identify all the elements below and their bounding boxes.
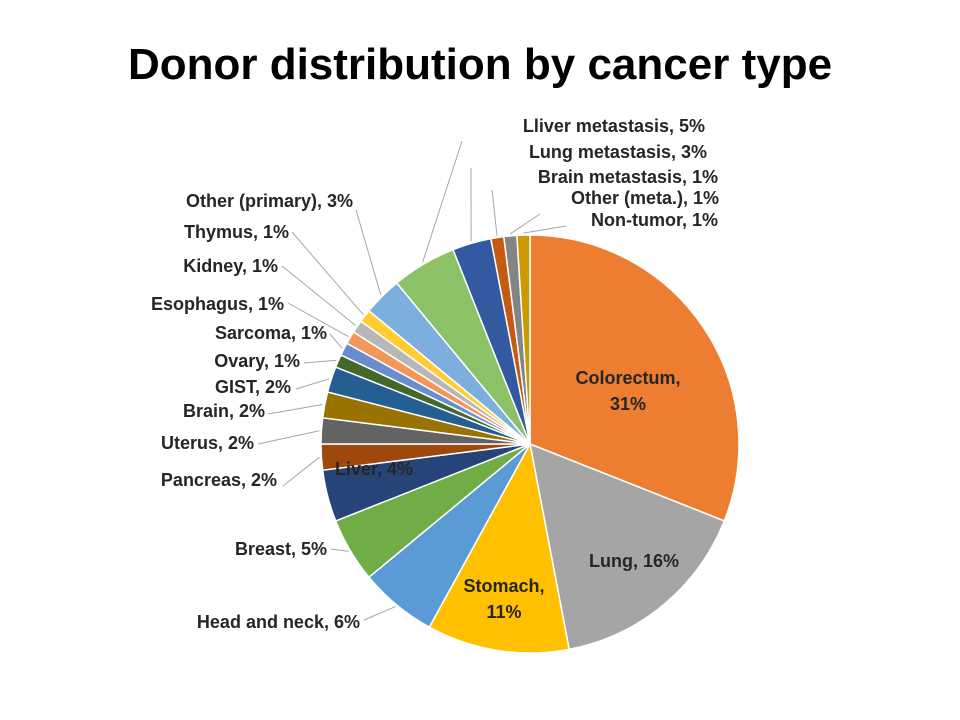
data-label-other-primary: Other (primary), 3% [186,191,353,211]
pie-slice-stomach [428,441,571,654]
data-label-other-meta: Other (meta.), 1% [571,188,719,208]
leader-line-pancreas [282,456,320,487]
data-label-pancreas: Pancreas, 2% [161,470,277,490]
leader-line-ovary [303,359,337,364]
leader-line-uterus [257,430,320,445]
data-label-lung-metastasis: Lung metastasis, 3% [529,142,707,162]
data-label-kidney: Kidney, 1% [183,256,278,276]
leader-line-brain-metastasis [491,189,498,236]
data-label-stomach: Stomach, 11% [463,576,544,622]
data-label-lung: Lung, 16% [589,551,679,571]
leader-line-gist [295,378,330,390]
data-label-brain: Brain, 2% [183,401,265,421]
data-label-head-and-neck: Head and neck, 6% [197,612,360,632]
data-label-ovary: Ovary, 1% [214,351,300,371]
leader-line-head-and-neck [363,606,396,621]
leader-line-non-tumor [523,225,567,234]
leader-line-other-primary [355,209,382,295]
data-label-brain-metastasis: Brain metastasis, 1% [538,167,718,187]
pie-slice-non-tumor [516,234,531,445]
data-label-esophagus: Esophagus, 1% [151,294,284,314]
leader-line-kidney [281,265,356,326]
leader-line-lliver-metastasis [422,140,463,263]
data-label-thymus: Thymus, 1% [184,222,289,242]
data-label-colorectum: Colorectum, 31% [575,368,680,414]
data-label-sarcoma: Sarcoma, 1% [215,323,327,343]
data-label-liver: Liver, 4% [335,459,413,479]
chart-title: Donor distribution by cancer type [127,40,833,89]
pie-slice-lung [529,442,726,651]
leader-line-breast [330,548,349,552]
leader-line-sarcoma [329,333,343,349]
data-label-uterus: Uterus, 2% [161,433,254,453]
data-label-lliver-metastasis: Lliver metastasis, 5% [523,116,705,136]
data-label-non-tumor: Non-tumor, 1% [591,210,718,230]
leader-line-thymus [291,231,364,316]
leader-line-brain [267,404,323,415]
leader-line-other-meta [509,213,541,235]
leader-line-esophagus [287,302,349,338]
pie-slice-colorectum [529,234,740,522]
data-label-breast: Breast, 5% [235,539,327,559]
data-label-gist: GIST, 2% [215,377,291,397]
